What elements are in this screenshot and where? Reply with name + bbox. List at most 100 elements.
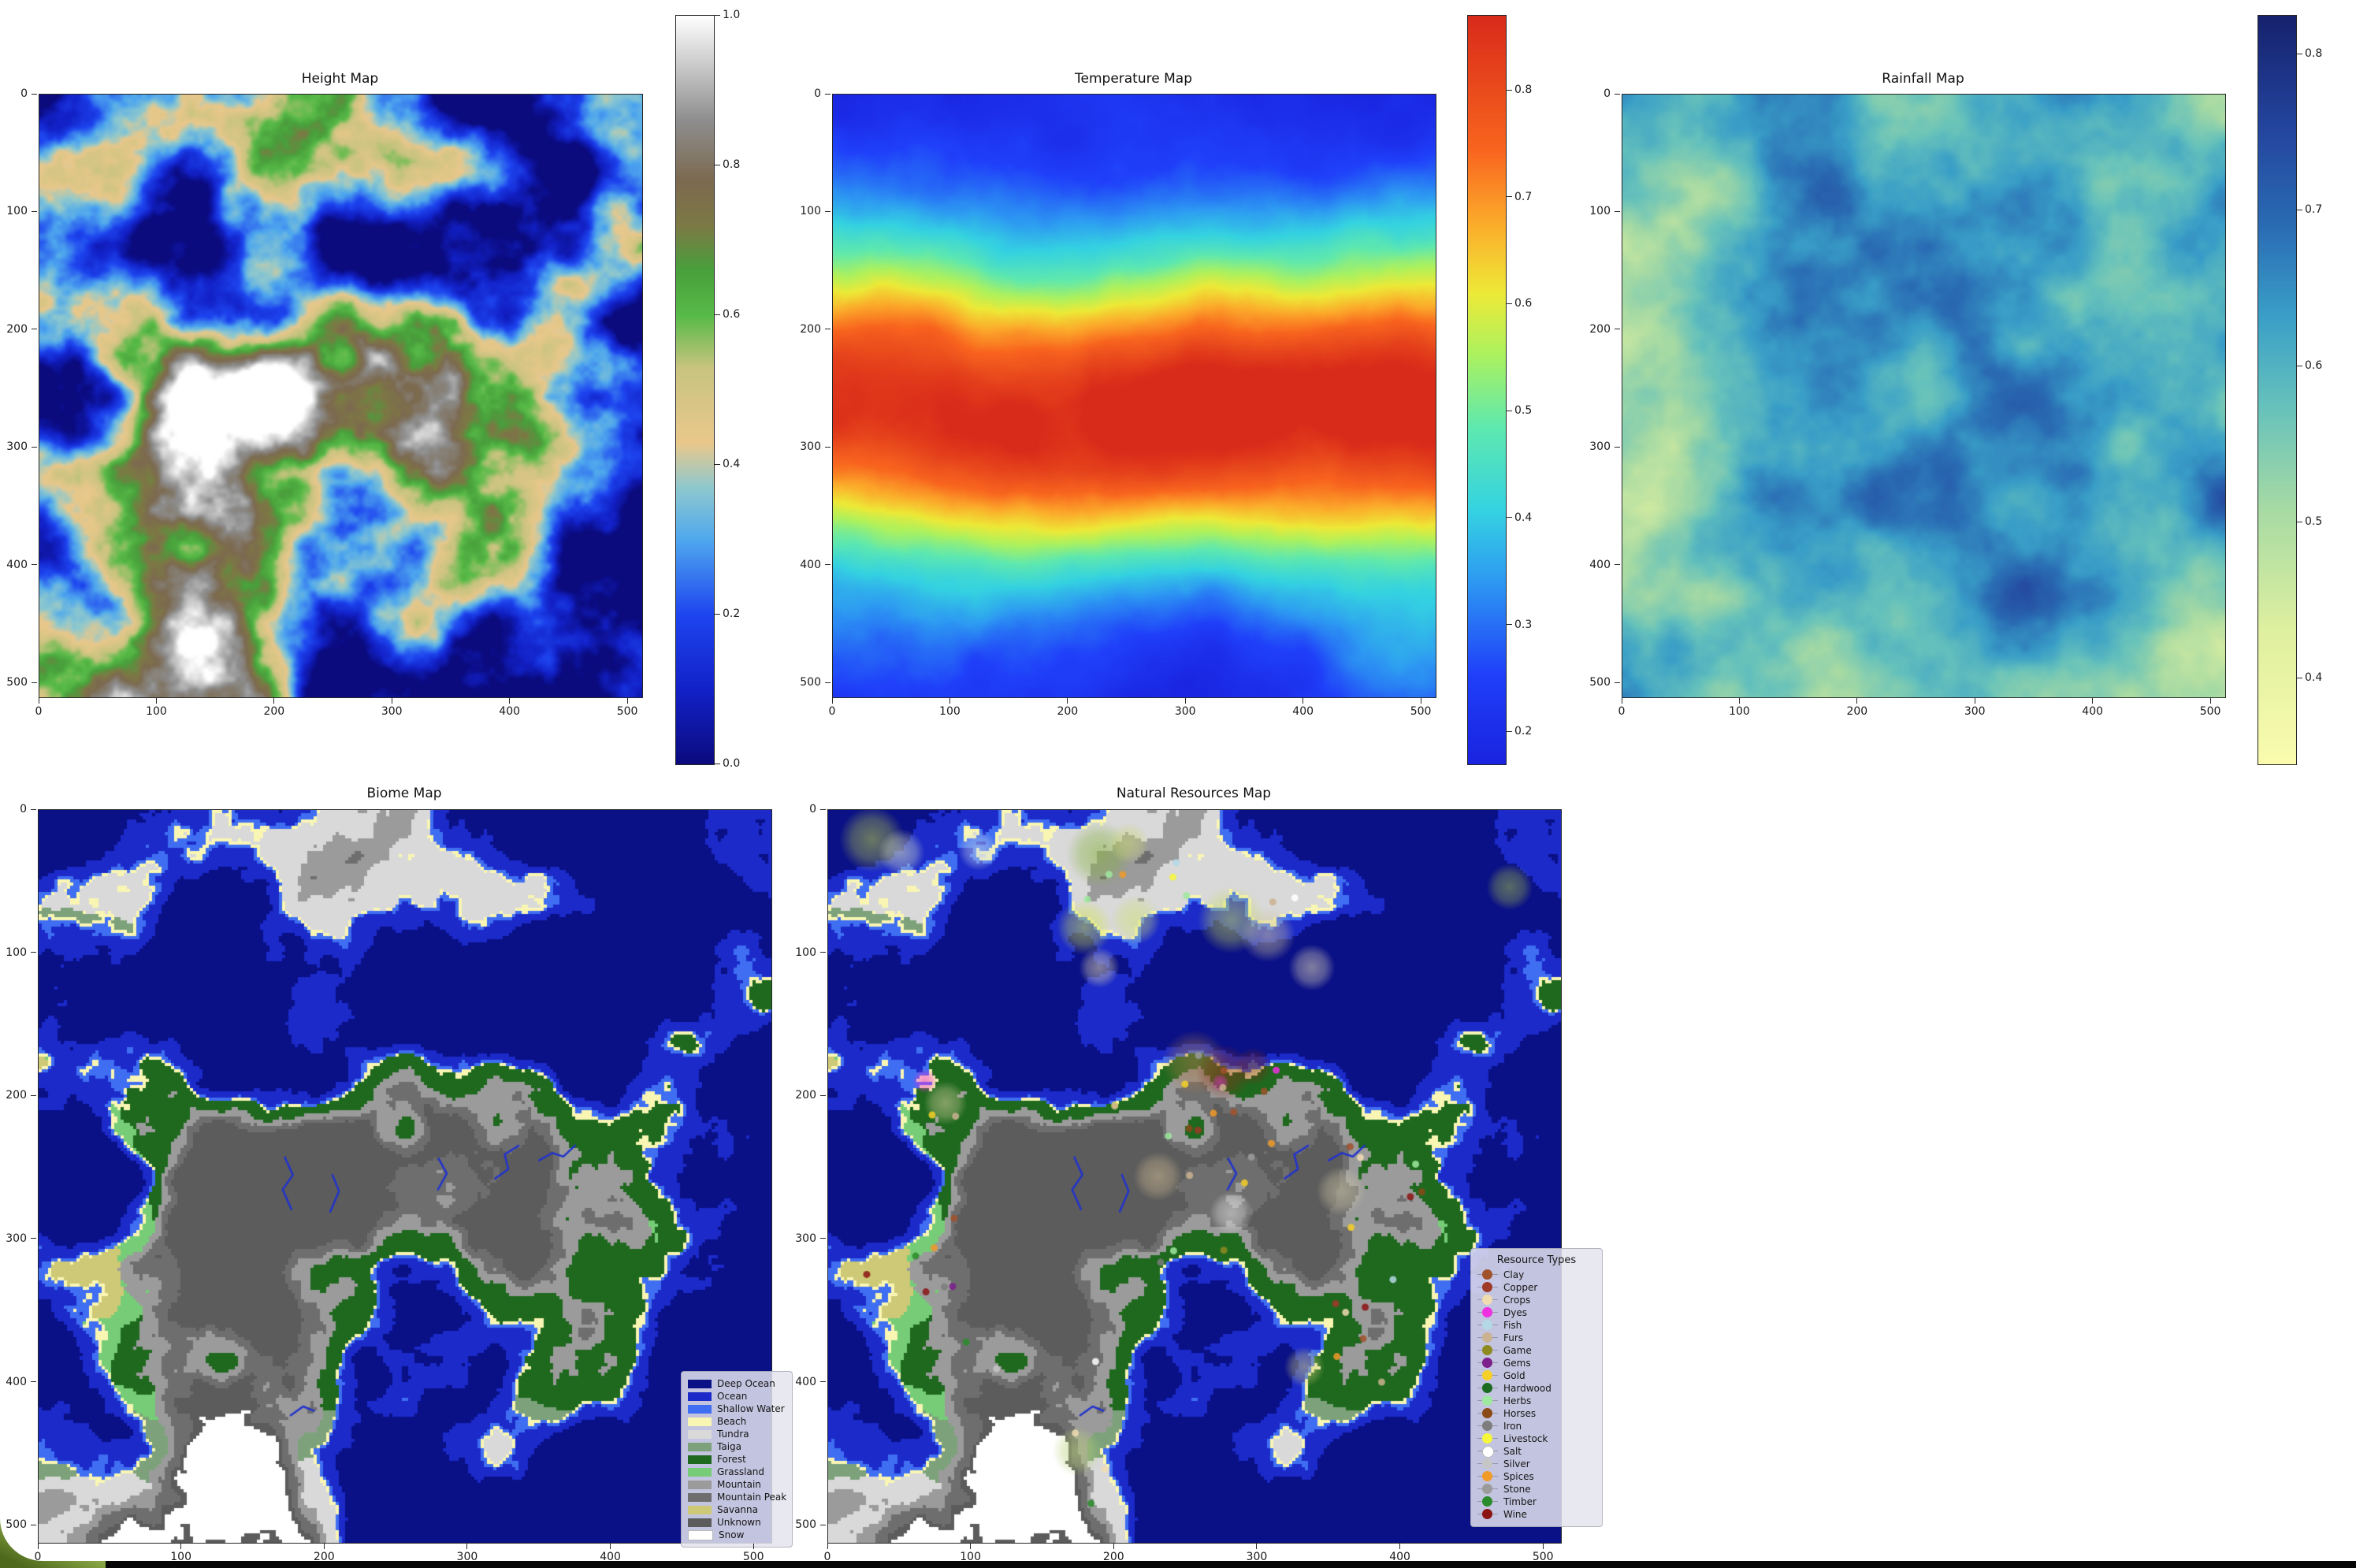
x-tick-label: 300 bbox=[381, 705, 403, 718]
y-tick-label: 500 bbox=[6, 676, 28, 689]
colorbar-tick-label: 0.5 bbox=[2305, 515, 2323, 529]
biome-map-canvas bbox=[38, 809, 772, 1544]
legend-item: Dyes bbox=[1477, 1306, 1596, 1319]
legend-label: Crops bbox=[1503, 1295, 1531, 1306]
colorbar-tick-label: 0.0 bbox=[723, 757, 741, 770]
legend-label: Fish bbox=[1503, 1320, 1522, 1331]
x-tick-mark bbox=[1856, 698, 1858, 704]
legend-item: Fish bbox=[1477, 1319, 1596, 1332]
colorbar-tick-label: 0.7 bbox=[1514, 190, 1533, 203]
legend-marker-icon bbox=[1477, 1484, 1498, 1495]
x-tick-label: 500 bbox=[1532, 1551, 1554, 1561]
legend-item: Shallow Water bbox=[688, 1403, 786, 1415]
biome-map-title: Biome Map bbox=[366, 786, 442, 801]
legend-marker-icon bbox=[1477, 1446, 1498, 1458]
legend-label: Beach bbox=[717, 1416, 747, 1427]
x-tick-label: 500 bbox=[1410, 705, 1432, 718]
x-tick-label: 200 bbox=[313, 1551, 335, 1561]
colorbar-tick-label: 0.4 bbox=[2305, 671, 2323, 685]
legend-swatch-icon bbox=[688, 1480, 712, 1489]
x-tick-mark bbox=[466, 1544, 468, 1549]
y-tick-label: 0 bbox=[20, 87, 28, 100]
legend-label: Spices bbox=[1503, 1471, 1534, 1482]
legend-swatch-icon bbox=[688, 1492, 712, 1502]
x-tick-label: 500 bbox=[2199, 705, 2221, 718]
x-tick-mark bbox=[949, 698, 950, 704]
x-tick-mark bbox=[970, 1544, 972, 1549]
y-tick-label: 0 bbox=[1603, 87, 1611, 100]
y-tick-mark bbox=[31, 1094, 36, 1096]
y-tick-label: 200 bbox=[6, 1089, 27, 1102]
x-tick-label: 200 bbox=[1102, 1551, 1124, 1561]
colorbar-tick-mark bbox=[715, 314, 720, 315]
y-tick-label: 200 bbox=[795, 1089, 816, 1102]
legend-marker-icon bbox=[1477, 1320, 1498, 1331]
colorbar-tick-label: 0.6 bbox=[1514, 297, 1533, 310]
legend-label: Mountain bbox=[717, 1479, 761, 1490]
x-tick-mark bbox=[753, 1544, 754, 1549]
legend-item: Deep Ocean bbox=[688, 1377, 786, 1390]
legend-label: Deep Ocean bbox=[717, 1378, 775, 1389]
legend-marker-icon bbox=[1477, 1421, 1498, 1432]
y-tick-mark bbox=[1615, 446, 1620, 448]
legend-label: Horses bbox=[1503, 1408, 1537, 1419]
legend-item: Gold bbox=[1477, 1369, 1596, 1382]
biome-legend: Deep Ocean Ocean Shallow Water Beach Tundra T… bbox=[681, 1371, 793, 1548]
y-tick-mark bbox=[825, 93, 831, 95]
x-tick-mark bbox=[610, 1544, 611, 1549]
colorbar-tick-label: 0.2 bbox=[723, 608, 741, 620]
temperature-map-title: Temperature Map bbox=[1075, 71, 1192, 87]
legend-item: Timber bbox=[1477, 1496, 1596, 1508]
x-tick-label: 100 bbox=[939, 705, 961, 718]
legend-marker-icon bbox=[1477, 1307, 1498, 1318]
colorbar-tick-mark bbox=[715, 14, 720, 16]
legend-label: Savanna bbox=[717, 1504, 758, 1515]
colorbar-tick-label: 0.8 bbox=[723, 158, 741, 171]
legend-label: Wine bbox=[1503, 1509, 1527, 1520]
resources-map-canvas bbox=[827, 809, 1562, 1544]
x-tick-mark bbox=[180, 1544, 182, 1549]
legend-label: Herbs bbox=[1503, 1395, 1532, 1406]
legend-item: Livestock bbox=[1477, 1432, 1596, 1445]
legend-item: Iron bbox=[1477, 1420, 1596, 1432]
colorbar-tick-mark bbox=[1507, 303, 1512, 304]
legend-marker-icon bbox=[1477, 1408, 1498, 1419]
legend-item: Grassland bbox=[688, 1466, 786, 1478]
x-tick-mark bbox=[827, 1544, 828, 1549]
colorbar-tick-mark bbox=[1507, 730, 1512, 732]
legend-label: Furs bbox=[1503, 1332, 1524, 1343]
legend-marker-icon bbox=[1477, 1282, 1498, 1293]
y-tick-mark bbox=[820, 808, 826, 810]
legend-swatch-icon bbox=[688, 1505, 712, 1514]
y-tick-mark bbox=[825, 446, 831, 448]
x-tick-mark bbox=[509, 698, 511, 704]
x-tick-label: 0 bbox=[35, 705, 43, 718]
legend-marker-icon bbox=[1477, 1471, 1498, 1482]
y-tick-mark bbox=[32, 93, 37, 95]
x-tick-mark bbox=[1302, 698, 1304, 704]
rainfall-map-canvas bbox=[1622, 94, 2226, 698]
x-tick-label: 100 bbox=[146, 705, 167, 718]
legend-swatch-icon bbox=[688, 1518, 712, 1527]
legend-label: Silver bbox=[1503, 1458, 1530, 1470]
y-tick-mark bbox=[32, 210, 37, 212]
colorbar-tick-mark bbox=[715, 613, 720, 615]
y-tick-mark bbox=[820, 1094, 826, 1096]
y-tick-label: 0 bbox=[814, 87, 821, 100]
x-tick-label: 300 bbox=[1174, 705, 1196, 718]
colorbar-tick-mark bbox=[1507, 624, 1512, 626]
y-tick-label: 500 bbox=[800, 676, 821, 689]
y-tick-label: 100 bbox=[1589, 205, 1611, 218]
y-tick-label: 300 bbox=[1589, 440, 1611, 454]
x-tick-mark bbox=[1256, 1544, 1258, 1549]
x-tick-label: 400 bbox=[2082, 705, 2104, 718]
colorbar-tick-label: 0.2 bbox=[1514, 725, 1533, 738]
legend-label: Clay bbox=[1503, 1269, 1525, 1280]
colorbar-tick-label: 0.6 bbox=[2305, 359, 2323, 373]
legend-label: Timber bbox=[1503, 1496, 1537, 1507]
x-tick-mark bbox=[2209, 698, 2211, 704]
legend-swatch-icon bbox=[688, 1529, 713, 1540]
legend-item: Game bbox=[1477, 1344, 1596, 1357]
y-tick-label: 100 bbox=[800, 205, 821, 218]
y-tick-mark bbox=[825, 564, 831, 566]
